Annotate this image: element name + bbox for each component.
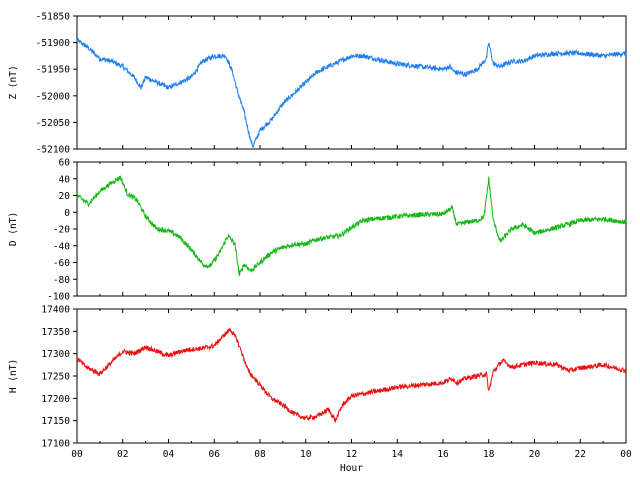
ytick-label-z: -52000 <box>36 91 71 102</box>
ytick-label-d: 40 <box>59 174 71 185</box>
ylabel-h: H (nT) <box>8 359 19 393</box>
ytick-label-z: -51850 <box>36 12 71 23</box>
ytick-label-d: 20 <box>59 191 71 202</box>
ytick-label-d: -40 <box>53 241 70 252</box>
xtick-label: 14 <box>392 449 404 460</box>
xtick-label: 12 <box>346 449 357 460</box>
ytick-label-h: 17300 <box>41 349 70 360</box>
series-line-d <box>76 175 627 276</box>
xtick-label: 06 <box>209 449 221 460</box>
ytick-label-d: 0 <box>64 208 70 219</box>
xtick-label: 00 <box>71 449 83 460</box>
ytick-label-h: 17100 <box>41 439 70 450</box>
series-line-h <box>76 327 627 423</box>
series-line-z <box>76 38 627 148</box>
ytick-label-z: -52050 <box>36 118 71 129</box>
ylabel-d: D (nT) <box>8 212 19 246</box>
ytick-label-d: -80 <box>53 275 70 286</box>
ylabel-z: Z (nT) <box>8 65 19 99</box>
ytick-label-h: 17350 <box>41 327 70 338</box>
ytick-label-d: -100 <box>47 292 70 303</box>
ytick-label-h: 17250 <box>41 372 70 383</box>
xtick-label: 20 <box>529 449 541 460</box>
xtick-label: 16 <box>437 449 449 460</box>
ytick-label-h: 17400 <box>41 305 70 316</box>
panel-frame-h <box>76 308 627 444</box>
ytick-label-h: 17150 <box>41 416 70 427</box>
ytick-label-z: -52100 <box>36 145 71 156</box>
xtick-label: 02 <box>117 449 128 460</box>
xtick-label: 10 <box>300 449 312 460</box>
ytick-label-z: -51900 <box>36 38 71 49</box>
ytick-label-d: 60 <box>59 158 71 169</box>
xtick-label: 22 <box>575 449 586 460</box>
ytick-label-z: -51950 <box>36 65 71 76</box>
ytick-label-d: -20 <box>53 225 70 236</box>
ytick-label-h: 17200 <box>41 394 70 405</box>
xtick-label: 18 <box>483 449 495 460</box>
xlabel: Hour <box>340 463 363 474</box>
ytick-label-d: -60 <box>53 258 70 269</box>
xtick-label: 00 <box>620 449 632 460</box>
xtick-label: 04 <box>163 449 175 460</box>
xtick-label: 08 <box>254 449 266 460</box>
